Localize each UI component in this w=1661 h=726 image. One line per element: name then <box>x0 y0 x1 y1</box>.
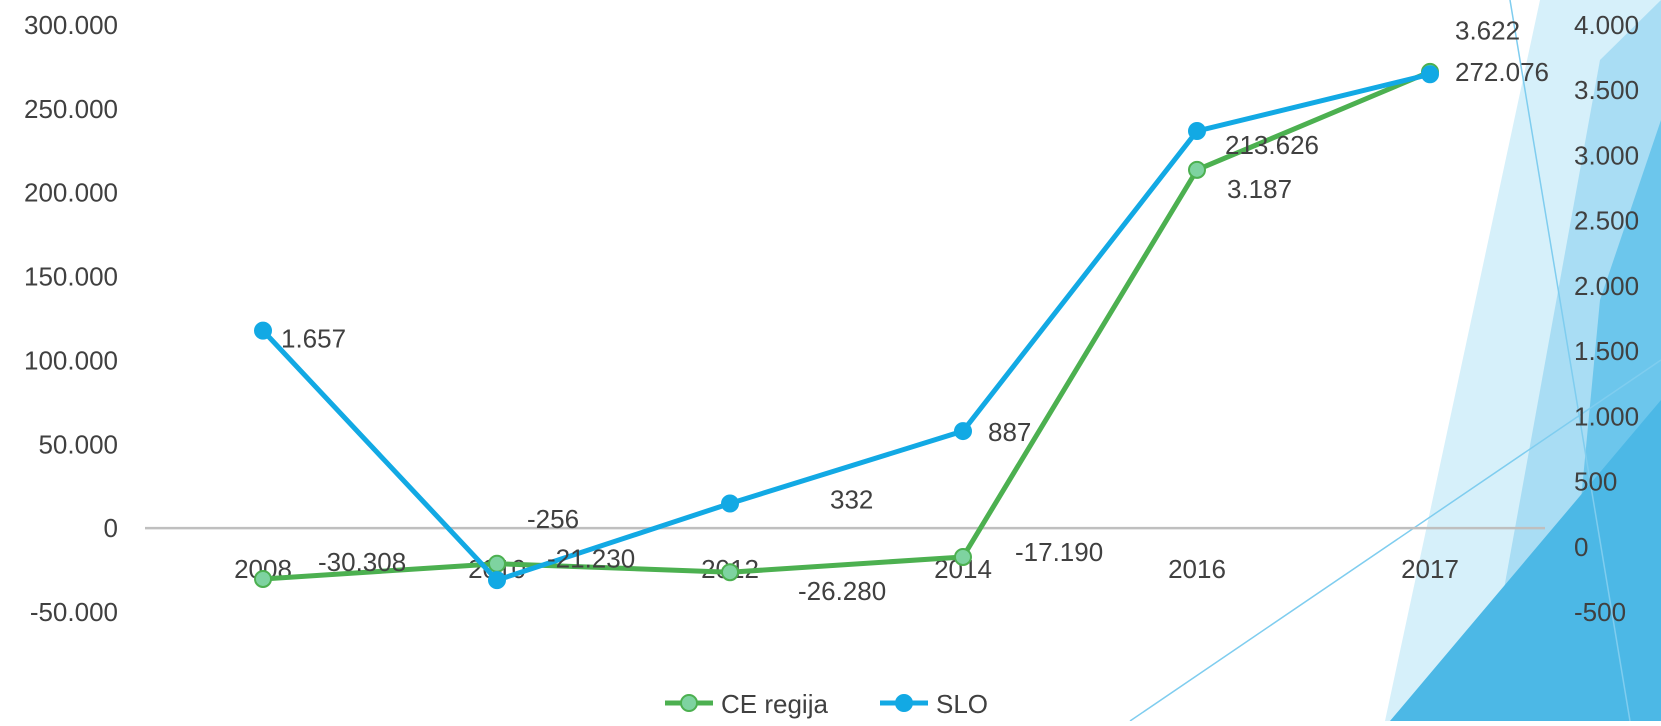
left-axis-tick-label: 100.000 <box>24 345 118 375</box>
legend-entry-slo: SLO <box>880 689 988 719</box>
left-axis-tick-label: -50.000 <box>30 597 118 627</box>
data-label: 3.622 <box>1455 15 1520 45</box>
right-axis-tick-label: 1.000 <box>1574 401 1639 431</box>
legend-entry-ce-regija: CE regija <box>665 689 828 719</box>
right-axis-tick-label: 0 <box>1574 532 1588 562</box>
data-point-marker <box>255 571 271 587</box>
x-axis-tick-label: 2017 <box>1401 554 1459 584</box>
left-axis-tick-labels: -50.000 0 50.000 100.000 150.000 200.000 250.0… <box>24 10 118 627</box>
data-point-marker <box>955 423 971 439</box>
legend: CE regija SLO <box>665 689 988 719</box>
right-axis-tick-label: 3.500 <box>1574 75 1639 105</box>
data-label: -26.280 <box>798 576 886 606</box>
right-axis-tick-label: 2.500 <box>1574 206 1639 236</box>
left-axis-tick-label: 50.000 <box>38 429 118 459</box>
data-point-marker <box>1189 123 1205 139</box>
data-label: -256 <box>527 504 579 534</box>
left-axis-tick-label: 250.000 <box>24 94 118 124</box>
right-axis-tick-label: -500 <box>1574 597 1626 627</box>
data-label: 272.076 <box>1455 57 1549 87</box>
left-axis-tick-label: 0 <box>104 513 118 543</box>
data-point-marker <box>1189 162 1205 178</box>
data-label: 213.626 <box>1225 130 1319 160</box>
data-label: -30.308 <box>318 547 406 577</box>
data-label: 332 <box>830 484 873 514</box>
legend-label-slo: SLO <box>936 689 988 719</box>
right-axis-tick-label: 4.000 <box>1574 10 1639 40</box>
data-label: 3.187 <box>1227 174 1292 204</box>
data-label: 1.657 <box>281 324 346 354</box>
right-axis-tick-label: 2.000 <box>1574 271 1639 301</box>
data-point-marker <box>489 572 505 588</box>
right-axis-tick-label: 500 <box>1574 467 1617 497</box>
x-axis-tick-label: 2016 <box>1168 554 1226 584</box>
legend-label-ce-regija: CE regija <box>721 689 828 719</box>
legend-swatch-marker-ce-regija <box>681 695 697 711</box>
data-point-marker <box>255 323 271 339</box>
legend-swatch-marker-slo <box>896 695 912 711</box>
data-label: 887 <box>988 417 1031 447</box>
data-label: -21.230 <box>547 544 635 574</box>
data-point-marker <box>722 564 738 580</box>
left-axis-tick-label: 150.000 <box>24 262 118 292</box>
data-point-marker <box>489 556 505 572</box>
data-point-marker <box>722 495 738 511</box>
right-axis-tick-label: 3.000 <box>1574 140 1639 170</box>
data-label: -17.190 <box>1015 537 1103 567</box>
right-axis-tick-label: 1.500 <box>1574 336 1639 366</box>
data-point-marker <box>1422 66 1438 82</box>
left-axis-tick-label: 200.000 <box>24 178 118 208</box>
data-point-marker <box>955 549 971 565</box>
left-axis-tick-label: 300.000 <box>24 10 118 40</box>
